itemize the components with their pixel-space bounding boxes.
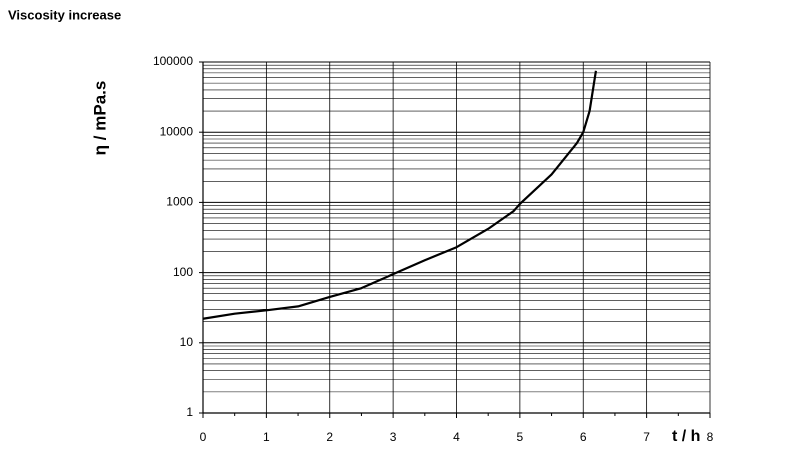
x-axis-label: t / h xyxy=(672,428,700,445)
y-tick-label: 10 xyxy=(180,335,194,349)
x-tick-label: 7 xyxy=(643,430,650,444)
x-tick-label: 1 xyxy=(263,430,270,444)
y-tick-label: 100000 xyxy=(153,54,193,68)
y-tick-label: 1 xyxy=(186,405,193,419)
y-axis-label: η / mPa.s xyxy=(90,81,109,156)
x-tick-label: 3 xyxy=(390,430,397,444)
x-tick-label: 6 xyxy=(580,430,587,444)
chart-title: Viscosity increase xyxy=(8,7,121,22)
x-tick-label: 0 xyxy=(200,430,207,444)
data-line xyxy=(202,70,598,320)
y-tick-label: 10000 xyxy=(160,124,194,138)
x-tick-label: 4 xyxy=(453,430,460,444)
x-tick-label: 8 xyxy=(707,430,714,444)
y-tick-label: 1000 xyxy=(166,195,193,209)
y-tick-label: 100 xyxy=(173,265,193,279)
x-tick-label: 5 xyxy=(517,430,524,444)
x-tick-label: 2 xyxy=(326,430,333,444)
